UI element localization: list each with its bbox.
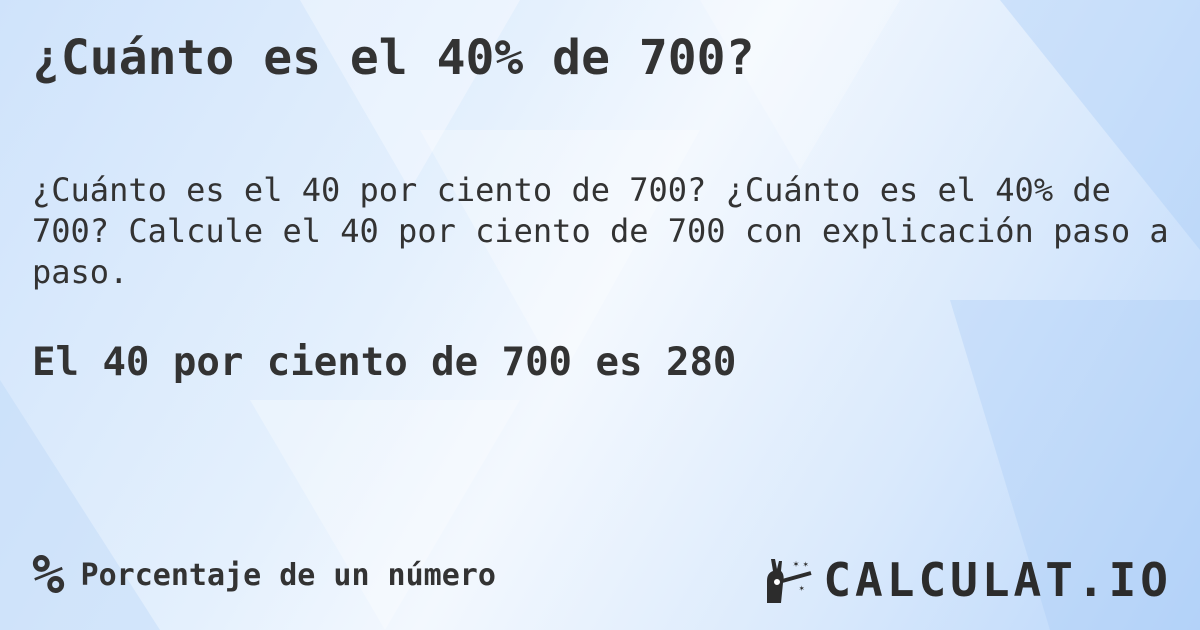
percent-icon: %: [32, 543, 65, 606]
calculator-category: % Porcentaje de un número: [32, 548, 496, 602]
answer: El 40 por ciento de 700 es 280: [32, 340, 737, 385]
page-title: ¿Cuánto es el 40% de 700?: [32, 30, 755, 86]
logo: ✶ ✶ ✶ CALCULAT.IO: [763, 553, 1172, 607]
svg-text:✶: ✶: [803, 560, 809, 570]
magic-wand-hand-icon: ✶ ✶ ✶: [767, 559, 812, 603]
category-label: Porcentaje de un número: [80, 557, 496, 593]
svg-text:✶: ✶: [799, 584, 805, 594]
description: ¿Cuánto es el 40 por ciento de 700? ¿Cuá…: [32, 171, 1169, 291]
logo-text: CALCULAT.IO: [823, 553, 1172, 607]
svg-text:✶: ✶: [793, 559, 799, 570]
